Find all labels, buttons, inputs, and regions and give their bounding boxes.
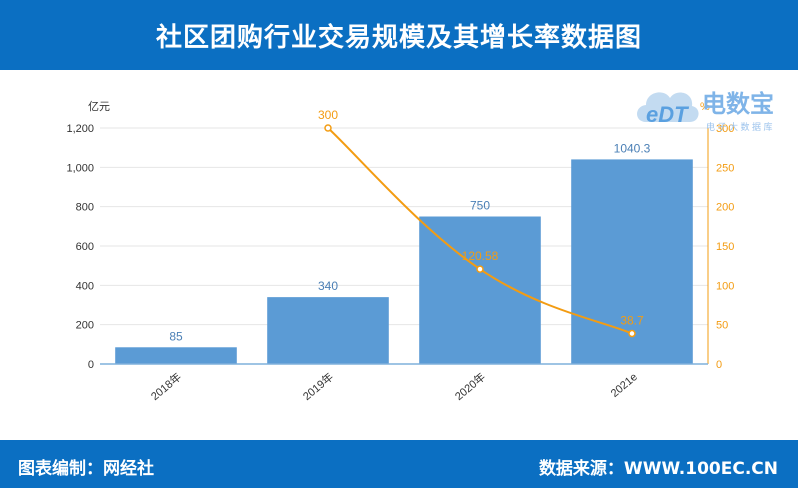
- y-left-tick-label: 0: [88, 359, 94, 371]
- chart-svg: 0 200 400 600 800 1,000 1,200 0 50 100 150 200 250 30…: [66, 100, 734, 404]
- y-left-tick-label: 400: [76, 280, 94, 292]
- y-right-tick-label: 300: [716, 123, 734, 135]
- bar: [115, 347, 237, 364]
- cloud-logo-icon: eDT 电数宝 电 子 大 数 据 库: [637, 90, 774, 132]
- bar-value-label: 750: [470, 199, 490, 213]
- bar-value-label: 85: [169, 329, 183, 343]
- y-right-tick-label: 0: [716, 359, 722, 371]
- watermark-sub: 电 子 大 数 据 库: [706, 121, 773, 132]
- line-point: [476, 265, 484, 273]
- y-left-tick-label: 200: [76, 320, 94, 332]
- x-tick-label: 2021e: [609, 371, 640, 400]
- footer-bar: 图表编制：网经社 数据来源：WWW.100EC.CN: [0, 440, 798, 488]
- bar-value-label: 340: [318, 279, 338, 293]
- bar: [267, 297, 389, 364]
- chart-area: 0 200 400 600 800 1,000 1,200 0 50 100 150 200 250 30…: [0, 70, 798, 440]
- y-left-tick-label: 600: [76, 241, 94, 253]
- line-value-label: 120.58: [462, 249, 499, 263]
- x-tick-label: 2018年: [148, 370, 184, 404]
- watermark-brand: 电数宝: [702, 90, 774, 118]
- footer-source: 数据来源：WWW.100EC.CN: [538, 459, 778, 479]
- y-right-tick-label: 100: [716, 280, 734, 292]
- footer-credit: 图表编制：网经社: [18, 459, 154, 479]
- line-value-label: 300: [318, 108, 338, 122]
- line-point: [628, 329, 636, 338]
- y-left-tick-label: 1,200: [66, 123, 94, 135]
- y-left-tick-label: 800: [76, 202, 94, 214]
- y-right-tick-label: 50: [716, 320, 728, 332]
- y-left-tick-label: 1,000: [66, 162, 94, 174]
- watermark-logo-text: eDT: [646, 102, 689, 127]
- y-left-unit-label: 亿元: [88, 100, 110, 113]
- x-tick-label: 2019年: [300, 370, 336, 404]
- y-right-tick-label: 200: [716, 202, 734, 214]
- bar-value-label: 1040.3: [614, 141, 651, 155]
- y-right-unit-label: %: [700, 101, 710, 113]
- chart-title: 社区团购行业交易规模及其增长率数据图: [155, 22, 642, 53]
- line-value-label: 38.7: [620, 314, 644, 328]
- header-bar: 社区团购行业交易规模及其增长率数据图: [0, 0, 798, 70]
- watermark: eDT 电数宝 电 子 大 数 据 库: [632, 78, 792, 138]
- y-right-tick-label: 150: [716, 241, 734, 253]
- line-point: [324, 124, 332, 132]
- x-tick-label: 2020年: [452, 370, 488, 404]
- y-right-tick-label: 250: [716, 162, 734, 174]
- bar: [419, 216, 541, 364]
